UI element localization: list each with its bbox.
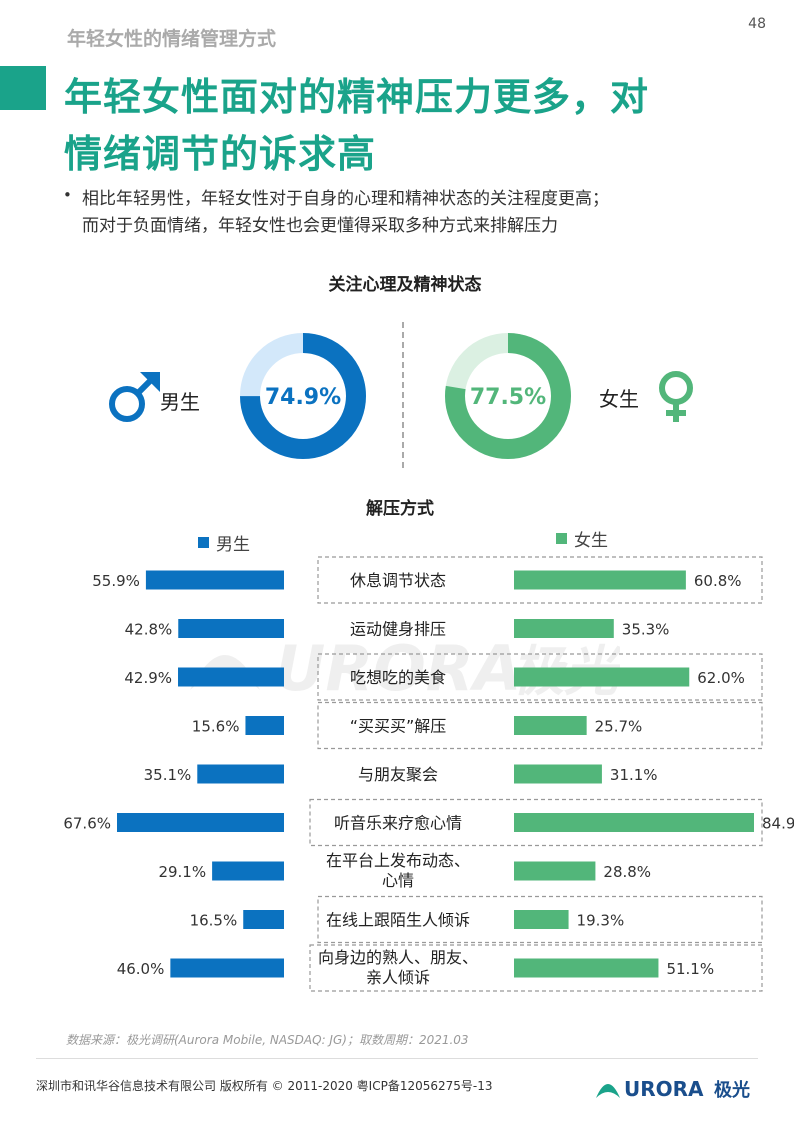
male-bar-label: 16.5%	[190, 912, 238, 930]
male-bar	[212, 861, 284, 881]
donut-charts: 74.9% 77.5%	[109, 333, 693, 459]
female-bar-label: 60.8%	[694, 572, 742, 590]
category-label: “买买买”解压	[350, 717, 447, 736]
bar-chart: 55.9% 60.8% 休息调节状态 42.8% 35.3% 运动健身排压 42.9% 62.…	[63, 556, 794, 992]
footer-logo-text: URORA	[624, 1077, 704, 1101]
male-bar-label: 35.1%	[144, 766, 192, 784]
female-bar-label: 19.3%	[577, 912, 625, 930]
donut-arc-female	[445, 333, 571, 459]
female-bar-label: 28.8%	[603, 863, 651, 881]
legend-female-label: 女生	[574, 531, 608, 551]
male-bar	[178, 619, 284, 638]
bullet-text-line-2: 而对于负面情绪，年轻女性也会更懂得采取多种方式来排解压力	[82, 216, 558, 236]
female-bar	[514, 716, 587, 735]
female-label: 女生	[599, 387, 639, 411]
female-bar	[514, 764, 602, 784]
female-symbol-icon	[659, 371, 693, 422]
category-label: 向身边的熟人、朋友、亲人倾诉	[318, 948, 478, 987]
female-bar	[514, 958, 659, 978]
highlight-box	[309, 798, 763, 847]
male-bar	[117, 813, 284, 832]
donut-chart-title: 关注心理及精神状态	[328, 275, 482, 295]
male-bar-label: 42.8%	[125, 621, 173, 639]
female-bar	[514, 570, 686, 590]
category-label: 吃想吃的美食	[350, 668, 446, 687]
title-accent-bar	[0, 66, 46, 110]
male-bar-label: 67.6%	[63, 815, 111, 833]
category-label: 与朋友聚会	[358, 765, 438, 784]
male-bar	[197, 764, 284, 784]
male-bar-label: 42.9%	[124, 669, 172, 687]
legend-male: 男生	[198, 530, 250, 555]
male-bar	[170, 958, 284, 978]
category-label: 在平台上发布动态、心情	[326, 851, 470, 890]
donut-divider	[402, 322, 404, 468]
male-bar	[145, 570, 284, 590]
male-bar	[245, 716, 284, 735]
footer-logo: URORA 极光	[596, 1077, 750, 1101]
female-bar-label: 35.3%	[622, 621, 670, 639]
female-bar-label: 84.9%	[762, 815, 794, 833]
category-label: 运动健身排压	[350, 620, 446, 639]
female-bar-label: 31.1%	[610, 766, 658, 784]
donut-value-male: 74.9%	[265, 385, 341, 410]
legend-male-label: 男生	[216, 535, 250, 555]
watermark-text: URORA	[275, 632, 522, 705]
legend-male-swatch	[198, 537, 209, 548]
female-bar	[514, 861, 596, 881]
female-bar	[514, 667, 690, 687]
male-bar-label: 55.9%	[92, 572, 140, 590]
highlight-box	[309, 944, 763, 992]
bullet-text-line-1: 相比年轻男性，年轻女性对于自身的心理和精神状态的关注程度更高；	[82, 189, 609, 209]
female-bar-label: 62.0%	[697, 669, 745, 687]
male-bar-label: 46.0%	[117, 960, 165, 978]
female-bar	[514, 619, 614, 638]
footer-logo-text-cn: 极光	[714, 1079, 750, 1101]
female-bar	[514, 910, 569, 929]
male-bar	[243, 910, 284, 929]
female-bar	[514, 813, 754, 832]
category-label: 听音乐来疗愈心情	[334, 814, 462, 833]
headline-line-2: 情绪调节的诉求高	[64, 132, 377, 176]
female-bar-label: 25.7%	[595, 718, 643, 736]
female-bar-label: 51.1%	[666, 960, 714, 978]
copyright-text: 深圳市和讯华谷信息技术有限公司 版权所有 © 2011-2020 粤ICP备12…	[36, 1079, 493, 1093]
male-bar-label: 15.6%	[192, 718, 240, 736]
footer-divider	[36, 1058, 758, 1059]
male-bar	[178, 667, 284, 687]
donut-value-female: 77.5%	[470, 385, 546, 410]
legend-female-swatch	[556, 533, 567, 544]
donut-arc-male	[240, 333, 366, 459]
headline-line-1: 年轻女性面对的精神压力更多，对	[64, 75, 650, 119]
page-number: 48	[748, 16, 766, 32]
bar-chart-title: 解压方式	[366, 499, 434, 519]
watermark-logo: URORA 极光	[190, 632, 620, 705]
category-label: 在线上跟陌生人倾诉	[326, 911, 470, 930]
section-title: 年轻女性的情绪管理方式	[67, 28, 277, 50]
male-bar-label: 29.1%	[158, 863, 206, 881]
legend-female: 女生	[556, 526, 608, 551]
male-label: 男生	[160, 390, 200, 414]
category-label: 休息调节状态	[350, 571, 446, 590]
source-note: 数据来源：极光调研(Aurora Mobile, NASDAQ: JG)；取数周…	[66, 1033, 469, 1047]
aurora-logo-icon	[596, 1084, 620, 1098]
bullet-dot: •	[63, 186, 72, 204]
male-symbol-icon	[109, 372, 160, 422]
